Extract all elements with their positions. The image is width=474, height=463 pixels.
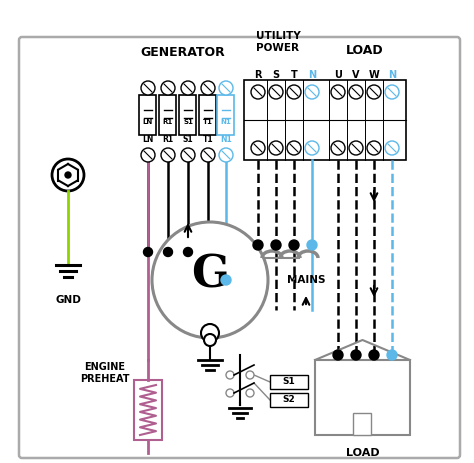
Circle shape [246, 389, 254, 397]
Text: N: N [388, 70, 396, 80]
Circle shape [152, 222, 268, 338]
Circle shape [305, 141, 319, 155]
Circle shape [226, 389, 234, 397]
Circle shape [349, 85, 363, 99]
Circle shape [385, 85, 399, 99]
Circle shape [181, 81, 195, 95]
Circle shape [385, 141, 399, 155]
Text: N: N [308, 70, 316, 80]
Text: R: R [254, 70, 262, 80]
Bar [244, 80, 406, 160]
Circle shape [287, 85, 301, 99]
Circle shape [253, 240, 263, 250]
Text: T1: T1 [203, 119, 213, 125]
Circle shape [204, 334, 216, 346]
Circle shape [161, 148, 175, 162]
Bar [315, 360, 410, 435]
Circle shape [65, 172, 71, 178]
Circle shape [219, 81, 233, 95]
Circle shape [331, 141, 345, 155]
Circle shape [141, 148, 155, 162]
Text: U: U [334, 70, 342, 80]
Text: G: G [191, 254, 229, 296]
Text: LN: LN [143, 119, 153, 125]
Circle shape [369, 350, 379, 360]
Text: S1: S1 [283, 377, 295, 387]
Text: N1: N1 [220, 136, 232, 144]
Text: R1: R1 [163, 119, 173, 125]
Circle shape [367, 141, 381, 155]
Circle shape [269, 141, 283, 155]
Circle shape [181, 148, 195, 162]
Circle shape [183, 248, 192, 257]
Circle shape [144, 248, 153, 257]
Circle shape [201, 148, 215, 162]
Text: GND: GND [55, 295, 81, 305]
Text: ENGINE
PREHEAT: ENGINE PREHEAT [80, 362, 130, 384]
Text: MAINS: MAINS [287, 275, 325, 285]
Circle shape [226, 371, 234, 379]
Circle shape [305, 85, 319, 99]
Text: W: W [369, 70, 379, 80]
Bar [159, 95, 176, 135]
Circle shape [307, 240, 317, 250]
Circle shape [201, 81, 215, 95]
Text: T: T [291, 70, 297, 80]
Text: LN: LN [142, 136, 154, 144]
Circle shape [367, 85, 381, 99]
Text: S: S [273, 70, 280, 80]
Bar [180, 95, 197, 135]
Text: LOAD: LOAD [346, 448, 379, 458]
Circle shape [221, 275, 231, 285]
Circle shape [333, 350, 343, 360]
Bar [139, 95, 156, 135]
Bar [270, 393, 308, 407]
Bar [200, 95, 217, 135]
Circle shape [52, 159, 84, 191]
Text: N1: N1 [220, 119, 231, 125]
Text: V: V [352, 70, 360, 80]
FancyBboxPatch shape [19, 37, 460, 458]
Circle shape [251, 85, 265, 99]
Circle shape [164, 248, 173, 257]
Bar [354, 413, 372, 435]
Text: T1: T1 [203, 136, 213, 144]
Circle shape [287, 141, 301, 155]
Circle shape [331, 85, 345, 99]
Text: S2: S2 [283, 395, 295, 405]
Text: S1: S1 [182, 136, 193, 144]
Bar [270, 375, 308, 389]
Circle shape [269, 85, 283, 99]
Circle shape [251, 141, 265, 155]
Circle shape [161, 81, 175, 95]
Text: GENERATOR: GENERATOR [141, 45, 225, 58]
Circle shape [201, 324, 219, 342]
Text: LOAD: LOAD [346, 44, 384, 56]
Circle shape [246, 371, 254, 379]
Circle shape [271, 240, 281, 250]
Circle shape [219, 148, 233, 162]
Circle shape [141, 81, 155, 95]
Text: S1: S1 [183, 119, 193, 125]
Circle shape [387, 350, 397, 360]
Circle shape [289, 240, 299, 250]
Text: R1: R1 [163, 136, 173, 144]
Circle shape [351, 350, 361, 360]
Bar [218, 95, 235, 135]
Circle shape [349, 141, 363, 155]
Bar [134, 380, 162, 440]
Text: UTILITY
POWER: UTILITY POWER [255, 31, 301, 53]
